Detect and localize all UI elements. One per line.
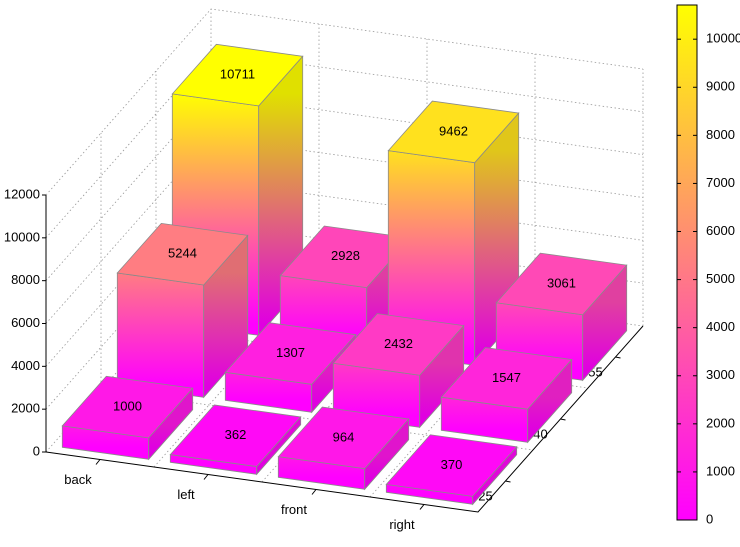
y-tick: [505, 480, 511, 483]
colorbar-tick-label: 0: [706, 511, 713, 526]
z-tick-label: 10000: [4, 229, 40, 244]
bar-top: [116, 222, 249, 286]
x-tick: [95, 459, 101, 465]
z-tick-label: 6000: [11, 315, 40, 330]
colorbar: [676, 4, 698, 521]
z-tick-label: 8000: [11, 272, 40, 287]
bar-front: [116, 272, 205, 398]
colorbar-tick-label: 9000: [706, 79, 735, 94]
colorbar-tick-label: 3000: [706, 367, 735, 382]
value-label: 964: [333, 429, 355, 444]
value-label: 1307: [276, 345, 305, 360]
x-tick-label: back: [64, 472, 92, 487]
bar-top: [385, 434, 518, 497]
value-label: 3061: [547, 275, 576, 290]
value-label: 10711: [220, 67, 255, 82]
value-label: 362: [225, 427, 247, 442]
z-tick-label: 0: [33, 443, 40, 458]
x-tick-label: left: [177, 487, 195, 502]
colorbar-tick-label: 5000: [706, 271, 735, 286]
bar-top: [332, 313, 465, 376]
grid-line: [45, 8, 644, 196]
bar-top: [277, 406, 410, 470]
x-tick: [311, 489, 317, 495]
colorbar-tick-label: 7000: [706, 175, 735, 190]
colorbar-tick-label: 4000: [706, 319, 735, 334]
colorbar-tick-label: 10000: [706, 31, 740, 46]
z-tick-label: 4000: [11, 358, 40, 373]
colorbar-tick-label: 1000: [706, 463, 735, 478]
value-label: 2432: [384, 336, 413, 351]
bar-top: [171, 43, 304, 107]
x-tick: [203, 474, 209, 480]
colorbar-tick-label: 6000: [706, 223, 735, 238]
value-label: 370: [441, 457, 463, 472]
value-label: 2928: [331, 248, 360, 263]
bar-top: [387, 100, 520, 164]
y-tick: [560, 418, 566, 421]
colorbar-tick-label: 8000: [706, 127, 735, 142]
bar-top: [224, 322, 357, 385]
value-label: 1547: [492, 370, 521, 385]
floor-edge: [45, 325, 644, 513]
value-label: 9462: [439, 123, 468, 138]
z-tick-label: 12000: [4, 186, 40, 201]
x-tick-label: right: [389, 517, 415, 532]
value-label: 1000: [113, 399, 142, 414]
value-label: 5244: [168, 246, 197, 261]
x-tick: [419, 504, 425, 510]
bar-top: [169, 404, 302, 467]
grid-line: [45, 51, 644, 239]
bar-top: [61, 375, 194, 439]
y-tick: [615, 356, 621, 359]
colorbar-tick-label: 2000: [706, 415, 735, 430]
bar-top: [495, 252, 628, 316]
z-tick-label: 2000: [11, 401, 40, 416]
x-tick-label: front: [281, 502, 307, 517]
bar-top: [440, 347, 573, 410]
